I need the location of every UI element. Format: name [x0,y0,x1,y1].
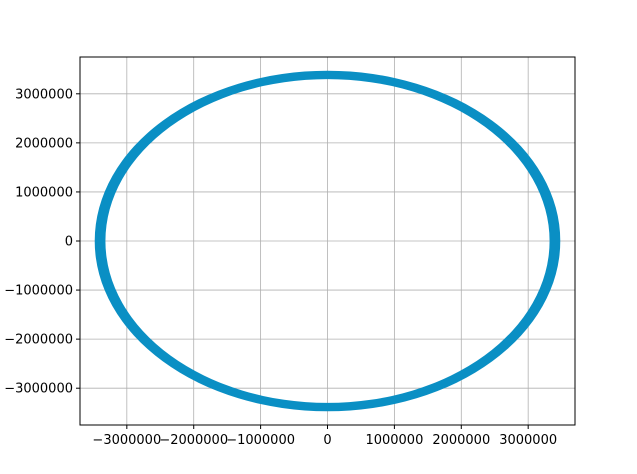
x-axis: −3000000−2000000−1000000 0 1000000 2000000 3… [92,425,557,448]
y-tick-label: −2000000 [4,333,73,348]
x-tick-label: −1000000 [226,433,295,448]
y-axis: −3000000 −2000000 −1000000 0 1000000 2000000 3… [4,87,80,397]
x-tick-label: −3000000 [92,433,161,448]
y-tick-label: 2000000 [15,136,73,151]
x-tick-label: 3000000 [499,433,557,448]
y-tick-label: 1000000 [15,185,73,200]
grid [80,57,575,425]
y-tick-label: −3000000 [4,382,73,397]
x-tick-label: 0 [323,433,331,448]
x-tick-label: 1000000 [365,433,423,448]
x-tick-label: 2000000 [432,433,490,448]
x-tick-label: −2000000 [159,433,228,448]
y-tick-label: −1000000 [4,284,73,299]
y-tick-label: 3000000 [15,87,73,102]
y-tick-label: 0 [65,235,73,250]
